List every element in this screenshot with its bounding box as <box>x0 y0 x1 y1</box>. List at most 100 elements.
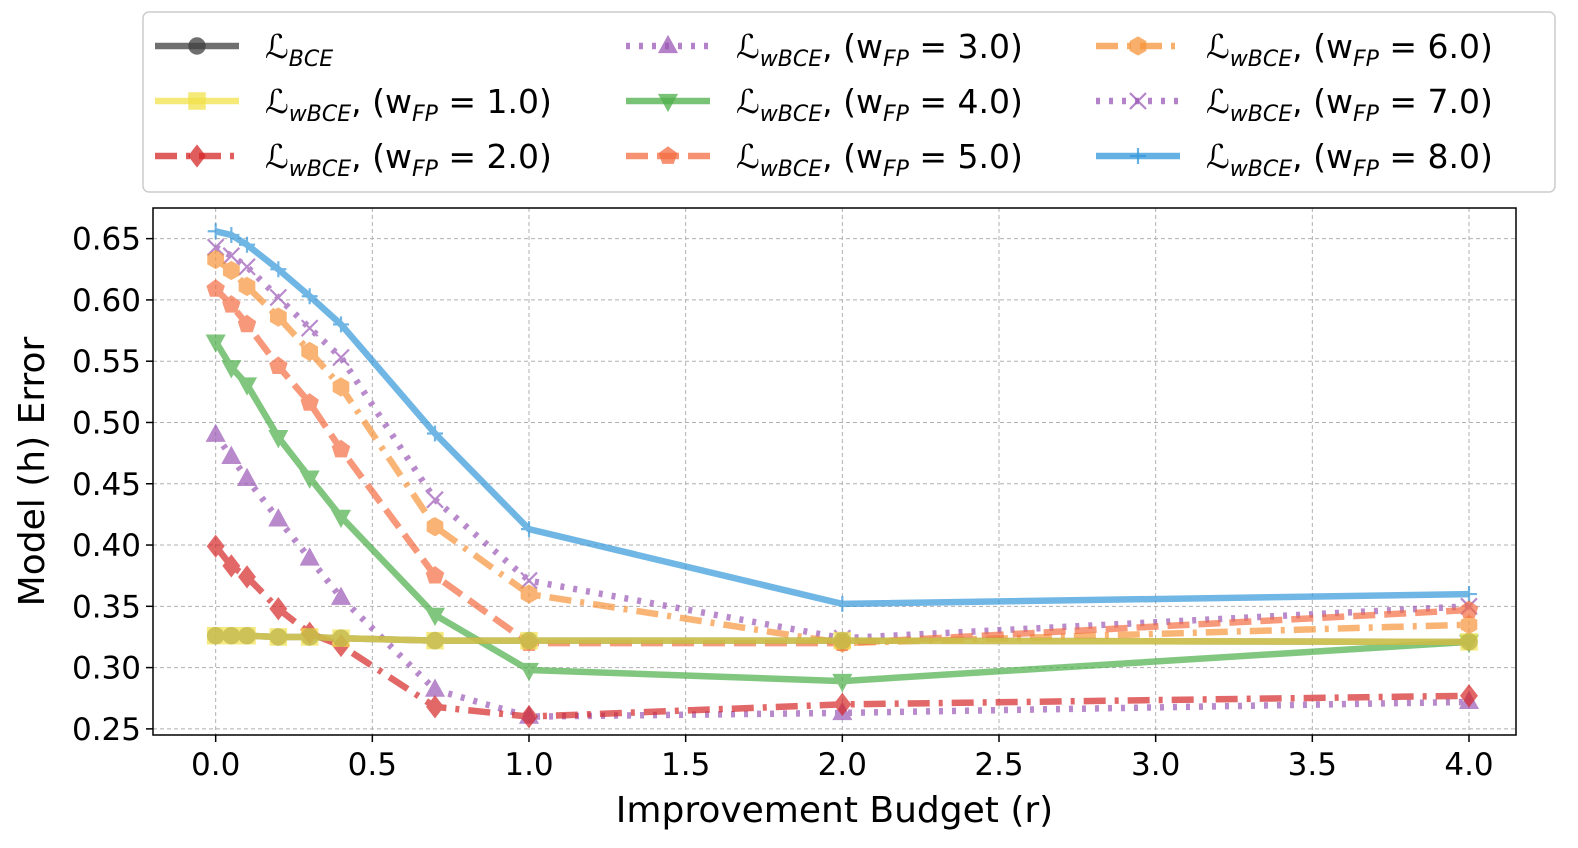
data-point <box>332 348 350 367</box>
data-point <box>188 92 206 110</box>
legend-label: ℒwBCE, (wFP = 7.0) <box>1206 82 1493 127</box>
data-point <box>300 628 319 646</box>
x-tick-label: 1.0 <box>504 747 553 783</box>
data-point <box>222 247 241 265</box>
x-tick-label: 4.0 <box>1444 747 1493 783</box>
x-tick-label: 2.5 <box>974 747 1023 783</box>
legend-marker-group <box>188 144 206 168</box>
series-layer <box>205 223 1480 729</box>
data-point <box>268 430 289 449</box>
legend-label: ℒwBCE, (wFP = 6.0) <box>1206 27 1493 72</box>
data-point <box>1129 92 1147 110</box>
legend-item: ℒwBCE, (wFP = 6.0) <box>1096 27 1493 72</box>
legend-item: ℒwBCE, (wFP = 3.0) <box>626 27 1023 72</box>
legend-label: ℒwBCE, (wFP = 5.0) <box>736 137 1023 182</box>
y-tick-label: 0.45 <box>72 467 141 503</box>
legend-marker-group <box>657 34 679 54</box>
data-point <box>269 288 288 307</box>
data-point <box>188 144 206 168</box>
data-point <box>657 34 679 54</box>
data-point <box>300 393 319 411</box>
legend-item: ℒwBCE, (wFP = 2.0) <box>155 137 552 182</box>
data-point <box>332 377 350 397</box>
data-point <box>330 509 352 529</box>
legend-item: ℒwBCE, (wFP = 7.0) <box>1096 82 1493 127</box>
data-point <box>300 319 319 337</box>
data-point <box>299 547 320 566</box>
data-point <box>206 626 225 645</box>
data-point <box>301 341 319 362</box>
legend-marker-group <box>1129 36 1147 56</box>
data-point <box>426 490 444 509</box>
legend-marker-group <box>188 92 206 110</box>
legend-item: ℒwBCE, (wFP = 8.0) <box>1096 137 1493 182</box>
data-point <box>222 295 241 313</box>
series-1 <box>206 626 1478 651</box>
legend-marker-group <box>658 146 678 164</box>
y-axis-title: Model (h) Error <box>12 336 53 606</box>
data-point <box>301 288 318 305</box>
data-point <box>299 470 320 489</box>
data-point <box>222 260 240 281</box>
legend-label: ℒwBCE, (wFP = 8.0) <box>1206 137 1493 182</box>
data-point <box>330 586 352 605</box>
series-8 <box>207 223 1477 612</box>
data-point <box>426 695 444 719</box>
data-point <box>1459 600 1479 618</box>
series-line <box>213 432 1470 720</box>
data-point <box>426 631 444 650</box>
data-point <box>207 223 224 240</box>
x-tick-label: 0.0 <box>191 747 240 783</box>
data-point <box>269 628 288 646</box>
data-point <box>1460 615 1478 635</box>
legend-item: ℒwBCE, (wFP = 5.0) <box>626 137 1023 182</box>
y-tick-label: 0.25 <box>72 712 141 748</box>
series-6 <box>207 249 1478 653</box>
legend-label: ℒwBCE, (wFP = 1.0) <box>265 82 552 127</box>
series-line <box>213 256 1470 647</box>
data-point <box>239 236 255 253</box>
data-point <box>238 565 256 589</box>
x-tick-label: 2.0 <box>818 747 867 783</box>
data-point <box>521 521 537 538</box>
x-tick-label: 1.5 <box>661 747 710 783</box>
data-point <box>658 146 678 164</box>
legend-item: ℒBCE <box>155 27 333 72</box>
x-tick-label: 3.0 <box>1131 747 1180 783</box>
x-tick-label: 3.5 <box>1288 747 1337 783</box>
data-point <box>333 316 349 333</box>
legend-box <box>142 11 1556 193</box>
y-tick-label: 0.30 <box>72 651 141 687</box>
data-point <box>222 554 241 578</box>
ticks: 0.0 0.5 1.0 1.5 2.0 2.5 3.0 3.5 4.0 0.25 0.30 0.35 0… <box>72 222 1494 783</box>
data-point <box>236 467 258 487</box>
data-point <box>1130 148 1146 164</box>
data-point <box>238 276 256 297</box>
data-point <box>188 37 206 55</box>
data-point <box>237 314 257 333</box>
data-point <box>238 626 256 645</box>
data-point <box>269 597 288 621</box>
legend-marker-group <box>1129 92 1147 110</box>
data-point <box>238 258 256 276</box>
data-point <box>833 631 852 650</box>
data-point <box>1460 633 1478 651</box>
data-point <box>1460 684 1478 708</box>
data-point <box>832 673 853 693</box>
data-point <box>223 226 240 243</box>
data-point <box>520 584 538 604</box>
y-tick-label: 0.60 <box>72 283 141 319</box>
data-point <box>269 356 288 374</box>
legend-item: ℒwBCE, (wFP = 1.0) <box>155 82 552 127</box>
data-point <box>269 307 287 327</box>
data-point <box>426 517 444 537</box>
data-point <box>657 93 679 113</box>
data-point <box>222 626 241 645</box>
data-point <box>1461 586 1477 603</box>
series-line <box>212 339 1470 685</box>
data-point <box>268 508 289 527</box>
series-line <box>214 228 1470 608</box>
legend-item: ℒwBCE, (wFP = 4.0) <box>626 82 1023 127</box>
y-tick-label: 0.55 <box>72 344 141 380</box>
legend-marker-group <box>657 93 679 113</box>
